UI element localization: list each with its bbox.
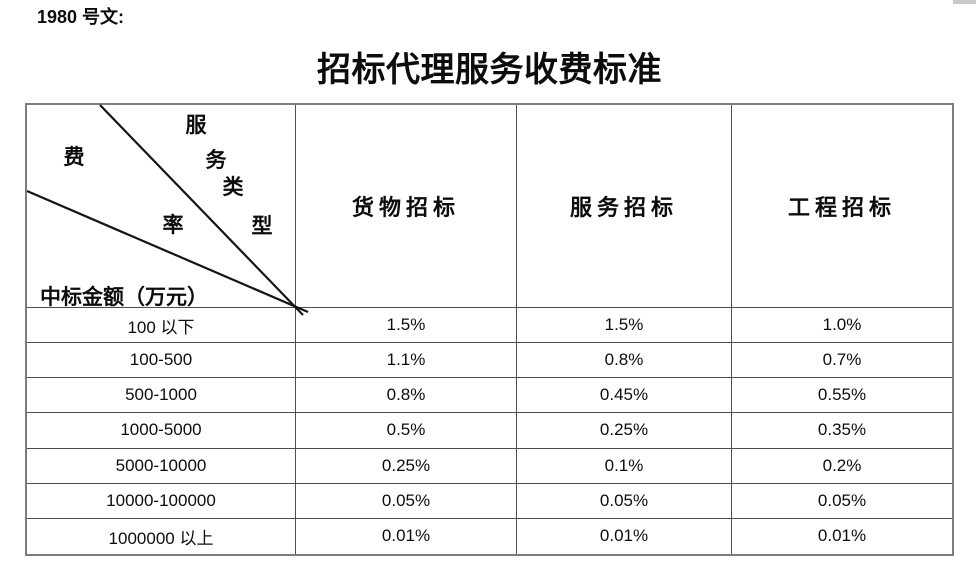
row-range-label: 5000-10000: [27, 448, 296, 484]
doc-number-label: 1980 号文:: [37, 7, 125, 27]
fee-value: 0.8%: [296, 378, 517, 414]
row-range-label: 500-1000: [27, 378, 296, 414]
corner-label-service-char: 务: [205, 148, 227, 172]
row-range-label: 10000-100000: [27, 483, 296, 519]
fee-table: 服 务 类 型 费 率 中标金额（万元） 货物招标 服务招标 工程招标 100 …: [25, 103, 954, 556]
fee-value: 0.01%: [517, 518, 732, 554]
fee-value: 0.2%: [732, 449, 952, 484]
row-range-label: 1000-5000: [27, 413, 296, 449]
fee-value: 1.5%: [517, 308, 732, 344]
column-header-engineering: 工程招标: [732, 105, 952, 308]
window-edge-artifact: [953, 0, 976, 4]
row-range-label: 100-500: [27, 343, 296, 379]
fee-value: 0.25%: [517, 413, 732, 449]
corner-label-service-char: 类: [222, 175, 244, 199]
fee-value: 0.1%: [517, 448, 732, 484]
fee-value: 0.05%: [296, 483, 517, 519]
fee-value: 0.05%: [732, 484, 952, 519]
corner-label-service-char: 型: [251, 214, 273, 238]
table-corner-cell: 服 务 类 型 费 率 中标金额（万元）: [26, 104, 309, 316]
fee-value: 1.5%: [296, 308, 517, 344]
fee-value: 1.1%: [296, 343, 517, 379]
fee-value: 0.25%: [296, 448, 517, 484]
fee-value: 0.01%: [817, 526, 867, 546]
corner-amount-label: 中标金额（万元）: [40, 285, 208, 309]
row-range-label: 1000000 以上: [27, 518, 296, 554]
fee-value: 0.7%: [732, 343, 952, 379]
fee-value: 0.05%: [517, 483, 732, 519]
fee-value: 0.8%: [517, 343, 732, 379]
fee-value: 0.35%: [732, 413, 952, 449]
column-header-services: 服务招标: [517, 105, 732, 308]
fee-value: 0.01%: [296, 518, 517, 554]
page-title: 招标代理服务收费标准: [317, 52, 662, 89]
row-range-label: 100 以下: [27, 308, 296, 344]
fee-value: 0.55%: [732, 378, 952, 414]
diagonal-divider-lines: [26, 104, 309, 316]
fee-value: 0.5%: [296, 413, 517, 449]
corner-label-fee-char: 费: [63, 145, 85, 169]
column-header-goods: 货物招标: [296, 105, 517, 308]
fee-value: 0.45%: [517, 378, 732, 414]
corner-label-service-char: 服: [185, 113, 207, 137]
fee-value: 1.0%: [732, 308, 952, 344]
corner-label-fee-char: 率: [162, 213, 184, 237]
